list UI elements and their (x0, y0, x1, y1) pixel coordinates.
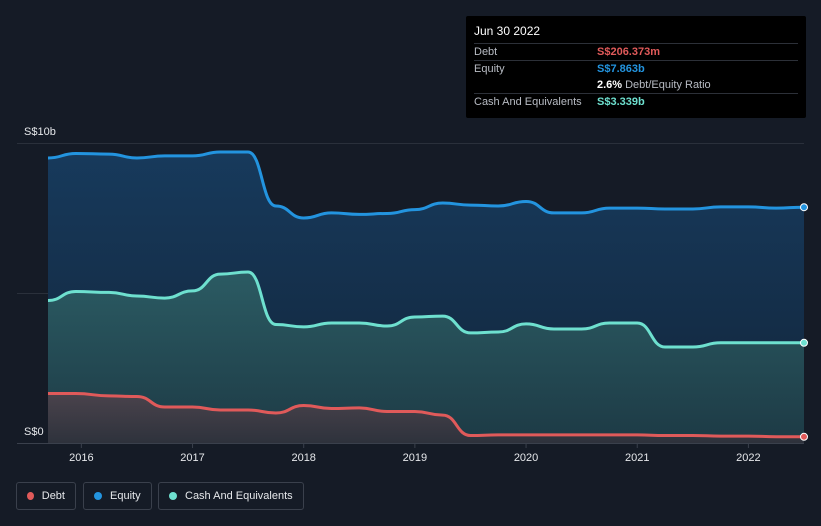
tooltip-debt-label: Debt (474, 46, 498, 58)
series-lines (47, 150, 805, 439)
tooltip-row-debt: Debt S$206.373m (474, 43, 798, 60)
legend-cash-label: Cash And Equivalents (185, 490, 293, 502)
x-tick-label-2016: 2016 (69, 452, 93, 464)
x-tick-label-2018: 2018 (291, 452, 315, 464)
tooltip-debt-value: S$206.373m (597, 46, 660, 58)
legend-item-debt[interactable]: Debt (16, 482, 76, 510)
x-tick-label-2022: 2022 (736, 452, 760, 464)
tooltip-row-equity: Equity S$7.863b (474, 60, 798, 77)
cash-dot-icon (169, 492, 177, 500)
x-tick-label-2017: 2017 (180, 452, 204, 464)
end-markers (800, 203, 808, 441)
tooltip-equity-label: Equity (474, 63, 505, 75)
tooltip-ratio-value: 2.6% (597, 79, 623, 91)
equity-line (47, 150, 805, 220)
cash-line (47, 270, 804, 349)
legend-equity-label: Equity (110, 490, 141, 502)
x-tick-label-2019: 2019 (403, 452, 427, 464)
y-axis-label-top: S$10b (24, 126, 56, 138)
legend-item-cash[interactable]: Cash And Equivalents (158, 482, 304, 510)
tooltip-equity-value: S$7.863b (597, 63, 645, 75)
tooltip-ratio-spacer (474, 77, 597, 93)
x-tick-label-2020: 2020 (514, 452, 538, 464)
debt-line (48, 392, 805, 439)
tooltip-row-ratio: 2.6% Debt/Equity Ratio (474, 77, 798, 93)
legend-item-equity[interactable]: Equity (83, 482, 152, 510)
tooltip-panel: Jun 30 2022 Debt S$206.373m Equity S$7.8… (466, 16, 806, 118)
tooltip-cash-label: Cash And Equivalents (474, 96, 582, 108)
cash-area (48, 272, 804, 443)
series-areas (48, 152, 804, 443)
legend-debt-label: Debt (41, 490, 65, 502)
debt-area (48, 393, 804, 443)
debt-dot-icon (27, 492, 34, 500)
tooltip-row-cash: Cash And Equivalents S$3.339b (474, 93, 798, 110)
y-axis-label-bottom: S$0 (24, 426, 44, 438)
tooltip-ratio-label: Debt/Equity Ratio (625, 79, 711, 91)
equity-end-marker[interactable] (800, 203, 808, 212)
x-axis-ticks: 2016 2017 2018 2019 2020 2021 2022 (69, 443, 761, 464)
debt-end-marker[interactable] (800, 432, 808, 441)
equity-dot-icon (94, 492, 102, 500)
cash-end-marker[interactable] (800, 338, 808, 347)
tooltip-date: Jun 30 2022 (474, 24, 541, 38)
x-tick-label-2021: 2021 (625, 452, 649, 464)
tooltip-cash-value: S$3.339b (597, 96, 645, 108)
